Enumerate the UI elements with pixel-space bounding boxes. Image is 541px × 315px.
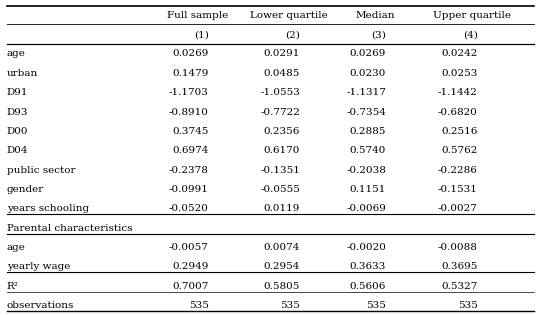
Text: -0.0991: -0.0991: [169, 185, 209, 194]
Text: 0.0230: 0.0230: [350, 69, 386, 78]
Text: -0.7722: -0.7722: [260, 107, 300, 117]
Text: Parental characteristics: Parental characteristics: [7, 224, 132, 233]
Text: age: age: [7, 49, 25, 59]
Text: 0.0485: 0.0485: [263, 69, 300, 78]
Text: 0.5740: 0.5740: [350, 146, 386, 155]
Text: -1.1703: -1.1703: [169, 88, 209, 97]
Text: (3): (3): [371, 30, 386, 39]
Text: 0.3745: 0.3745: [172, 127, 209, 136]
Text: Median: Median: [355, 11, 395, 20]
Text: -0.6820: -0.6820: [438, 107, 478, 117]
Text: 0.1479: 0.1479: [172, 69, 209, 78]
Text: Full sample: Full sample: [167, 11, 228, 20]
Text: observations: observations: [7, 301, 74, 310]
Text: -1.0553: -1.0553: [260, 88, 300, 97]
Text: 0.5327: 0.5327: [441, 282, 478, 291]
Text: -1.1317: -1.1317: [346, 88, 386, 97]
Text: 0.2885: 0.2885: [350, 127, 386, 136]
Text: 0.5606: 0.5606: [350, 282, 386, 291]
Text: -0.2038: -0.2038: [346, 166, 386, 175]
Text: years schooling: years schooling: [7, 204, 89, 213]
Text: -0.2286: -0.2286: [438, 166, 478, 175]
Text: 535: 535: [280, 301, 300, 310]
Text: 0.5762: 0.5762: [441, 146, 478, 155]
Text: D00: D00: [7, 127, 28, 136]
Text: 0.2516: 0.2516: [441, 127, 478, 136]
Text: public sector: public sector: [7, 166, 75, 175]
Text: 0.3695: 0.3695: [441, 262, 478, 272]
Text: 0.6974: 0.6974: [172, 146, 209, 155]
Text: 0.0119: 0.0119: [263, 204, 300, 213]
Text: R²: R²: [7, 282, 18, 291]
Text: Upper quartile: Upper quartile: [433, 11, 511, 20]
Text: Lower quartile: Lower quartile: [250, 11, 328, 20]
Text: -0.0020: -0.0020: [346, 243, 386, 252]
Text: 0.6170: 0.6170: [263, 146, 300, 155]
Text: 0.0291: 0.0291: [263, 49, 300, 59]
Text: 0.0242: 0.0242: [441, 49, 478, 59]
Text: -0.0027: -0.0027: [438, 204, 478, 213]
Text: D04: D04: [7, 146, 28, 155]
Text: 535: 535: [458, 301, 478, 310]
Text: -0.0555: -0.0555: [260, 185, 300, 194]
Text: 0.0269: 0.0269: [350, 49, 386, 59]
Text: 535: 535: [366, 301, 386, 310]
Text: 535: 535: [189, 301, 209, 310]
Text: (1): (1): [194, 30, 209, 39]
Text: -0.8910: -0.8910: [169, 107, 209, 117]
Text: -0.1531: -0.1531: [438, 185, 478, 194]
Text: -0.0088: -0.0088: [438, 243, 478, 252]
Text: -1.1442: -1.1442: [438, 88, 478, 97]
Text: -0.7354: -0.7354: [346, 107, 386, 117]
Text: (2): (2): [285, 30, 300, 39]
Text: (4): (4): [463, 30, 478, 39]
Text: D91: D91: [7, 88, 28, 97]
Text: 0.0253: 0.0253: [441, 69, 478, 78]
Text: 0.5805: 0.5805: [263, 282, 300, 291]
Text: age: age: [7, 243, 25, 252]
Text: D93: D93: [7, 107, 28, 117]
Text: -0.2378: -0.2378: [169, 166, 209, 175]
Text: 0.1151: 0.1151: [350, 185, 386, 194]
Text: urban: urban: [7, 69, 38, 78]
Text: gender: gender: [7, 185, 44, 194]
Text: 0.2356: 0.2356: [263, 127, 300, 136]
Text: -0.0520: -0.0520: [169, 204, 209, 213]
Text: 0.2954: 0.2954: [263, 262, 300, 272]
Text: 0.0074: 0.0074: [263, 243, 300, 252]
Text: 0.2949: 0.2949: [172, 262, 209, 272]
Text: yearly wage: yearly wage: [7, 262, 70, 272]
Text: 0.7007: 0.7007: [172, 282, 209, 291]
Text: -0.0057: -0.0057: [169, 243, 209, 252]
Text: 0.0269: 0.0269: [172, 49, 209, 59]
Text: -0.0069: -0.0069: [346, 204, 386, 213]
Text: -0.1351: -0.1351: [260, 166, 300, 175]
Text: 0.3633: 0.3633: [350, 262, 386, 272]
